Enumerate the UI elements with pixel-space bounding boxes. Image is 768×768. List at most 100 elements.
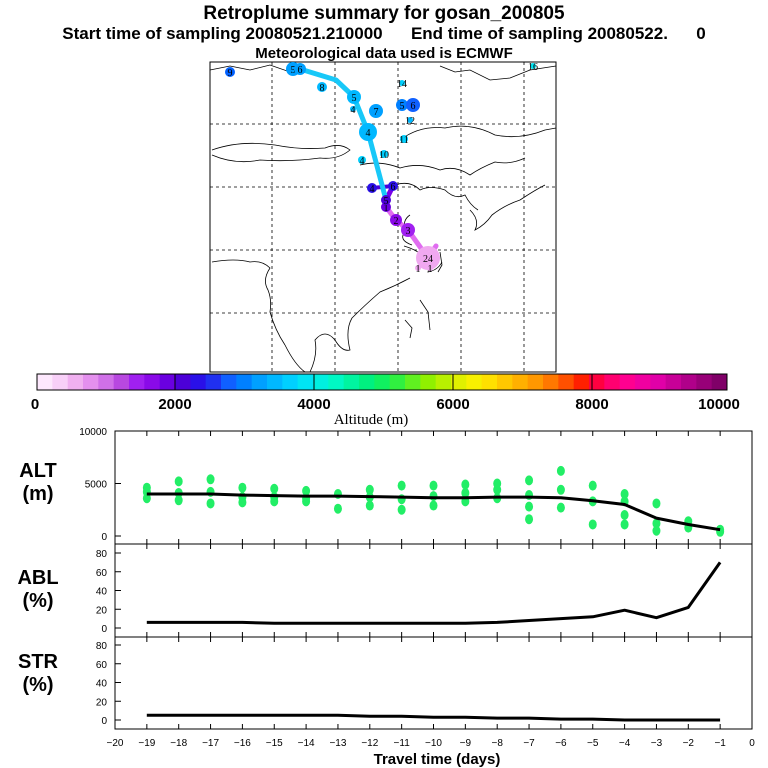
trajectory-point	[317, 82, 327, 92]
scatter-point	[142, 482, 151, 493]
x-tick-label: −15	[266, 738, 283, 749]
trajectory-point	[294, 63, 306, 75]
colorbar-cell	[466, 374, 483, 390]
alt-panel: 0 5000 10000	[79, 427, 753, 545]
colorbar-cell	[527, 374, 544, 390]
y-tick-label: 0	[101, 624, 107, 635]
trajectory-point	[401, 223, 415, 237]
scatter-point	[142, 493, 151, 504]
colorbar-cell	[420, 374, 437, 390]
colorbar-cell	[267, 374, 283, 390]
x-tick-label: −16	[234, 738, 251, 749]
trajectory-point-label: 5	[352, 93, 357, 104]
colorbar-cell	[389, 374, 406, 390]
trajectory-point-label: 24	[423, 254, 433, 265]
colorbar-cell	[558, 374, 575, 390]
trajectory-point-label: 11	[399, 135, 409, 146]
scatter-point	[620, 489, 629, 499]
scatter-point	[588, 480, 597, 491]
colorbar-cell	[313, 374, 329, 390]
y-tick-label: 60	[96, 660, 108, 671]
colorbar-cell	[650, 374, 667, 390]
str-panel-unit: (%)	[22, 674, 53, 696]
trajectory-point-label: 2	[394, 216, 399, 227]
colorbar-cell	[297, 374, 314, 390]
colorbar-cell	[159, 374, 176, 390]
colorbar-tick-4000: 4000	[297, 396, 330, 413]
x-axis-title: Travel time (days)	[374, 751, 501, 768]
chart-title: Retroplume summary for gosan_200805	[203, 3, 565, 24]
trajectory-point-label: 6	[411, 101, 416, 112]
trajectory-point	[388, 181, 398, 191]
scatter-point	[397, 504, 406, 515]
map-gridlines	[210, 62, 556, 372]
colorbar-cell	[98, 374, 115, 390]
trajectory-point	[381, 202, 391, 212]
colorbar-cell	[512, 374, 529, 390]
scatter-point	[461, 487, 470, 498]
trajectory-point-label: 8	[320, 83, 325, 94]
colorbar-cell	[205, 374, 222, 390]
trajectory-point	[359, 123, 377, 141]
abl-panel-unit: (%)	[22, 590, 53, 612]
str-frame	[114, 636, 753, 730]
x-tick-label: −12	[361, 738, 378, 749]
trajectory-point	[225, 67, 235, 77]
x-tick-label: 0	[749, 738, 755, 749]
abl-panel-label: ABL	[17, 567, 58, 589]
y-tick-label: 5000	[85, 480, 108, 491]
y-tick-label: 80	[96, 549, 108, 560]
y-tick-label: 0	[101, 532, 107, 543]
abl-panel: 0 20 40 60 80	[96, 543, 753, 638]
colorbar-cell	[236, 374, 253, 390]
scatter-point	[620, 510, 629, 520]
trajectory-point-label: 5	[384, 196, 389, 207]
trajectory-point	[407, 117, 413, 123]
trajectory-point	[416, 246, 440, 270]
colorbar-cell	[635, 374, 651, 390]
scatter-point	[429, 500, 438, 511]
scatter-point	[270, 483, 279, 494]
y-tick-label: 60	[96, 568, 108, 579]
colorbar-cell	[619, 374, 636, 390]
trajectory-point-label: 6	[391, 182, 396, 193]
met-data-text: Meteorological data used is ECMWF	[255, 45, 513, 62]
scatter-point	[525, 514, 534, 525]
scatter-point	[652, 525, 661, 536]
x-tick-label: −5	[587, 738, 599, 749]
x-tick-label: −11	[394, 738, 411, 749]
str-series-line	[146, 713, 721, 722]
trajectory-point	[350, 106, 356, 112]
map-coastlines	[209, 64, 557, 373]
colorbar-cell	[374, 374, 391, 390]
abl-series-line	[146, 561, 722, 625]
colorbar-cell	[175, 374, 191, 390]
x-tick-label: −17	[202, 738, 219, 749]
colorbar-tick-10000: 10000	[698, 396, 740, 413]
scatter-point	[365, 500, 374, 511]
trajectory-point-label: 5	[291, 65, 296, 76]
trajectory-point	[399, 80, 405, 86]
trajectory-point	[406, 98, 420, 112]
colorbar-tick-6000: 6000	[436, 396, 469, 413]
trajectory-point	[358, 156, 366, 164]
scatter-point	[302, 496, 311, 507]
colorbar-cell	[543, 374, 559, 390]
y-tick-label: 40	[96, 679, 108, 690]
x-tick-label: −19	[138, 738, 155, 749]
scatter-point	[525, 475, 534, 486]
scatter-point	[333, 503, 342, 514]
trajectory-point-label: 7	[374, 107, 379, 118]
trajectory-point-label: 5	[400, 101, 405, 112]
trajectory-point-label: 12	[405, 116, 415, 127]
scatter-point	[174, 476, 183, 487]
y-tick-label: 40	[96, 587, 108, 598]
trajectory-point	[381, 195, 391, 205]
trajectory-point	[427, 265, 433, 271]
y-tick-label: 80	[96, 641, 108, 652]
scatter-point	[429, 480, 438, 491]
x-tick-label: −7	[523, 738, 535, 749]
colorbar-cell	[405, 374, 421, 390]
alt-panel-unit: (m)	[22, 483, 53, 505]
scatter-point	[302, 485, 311, 496]
